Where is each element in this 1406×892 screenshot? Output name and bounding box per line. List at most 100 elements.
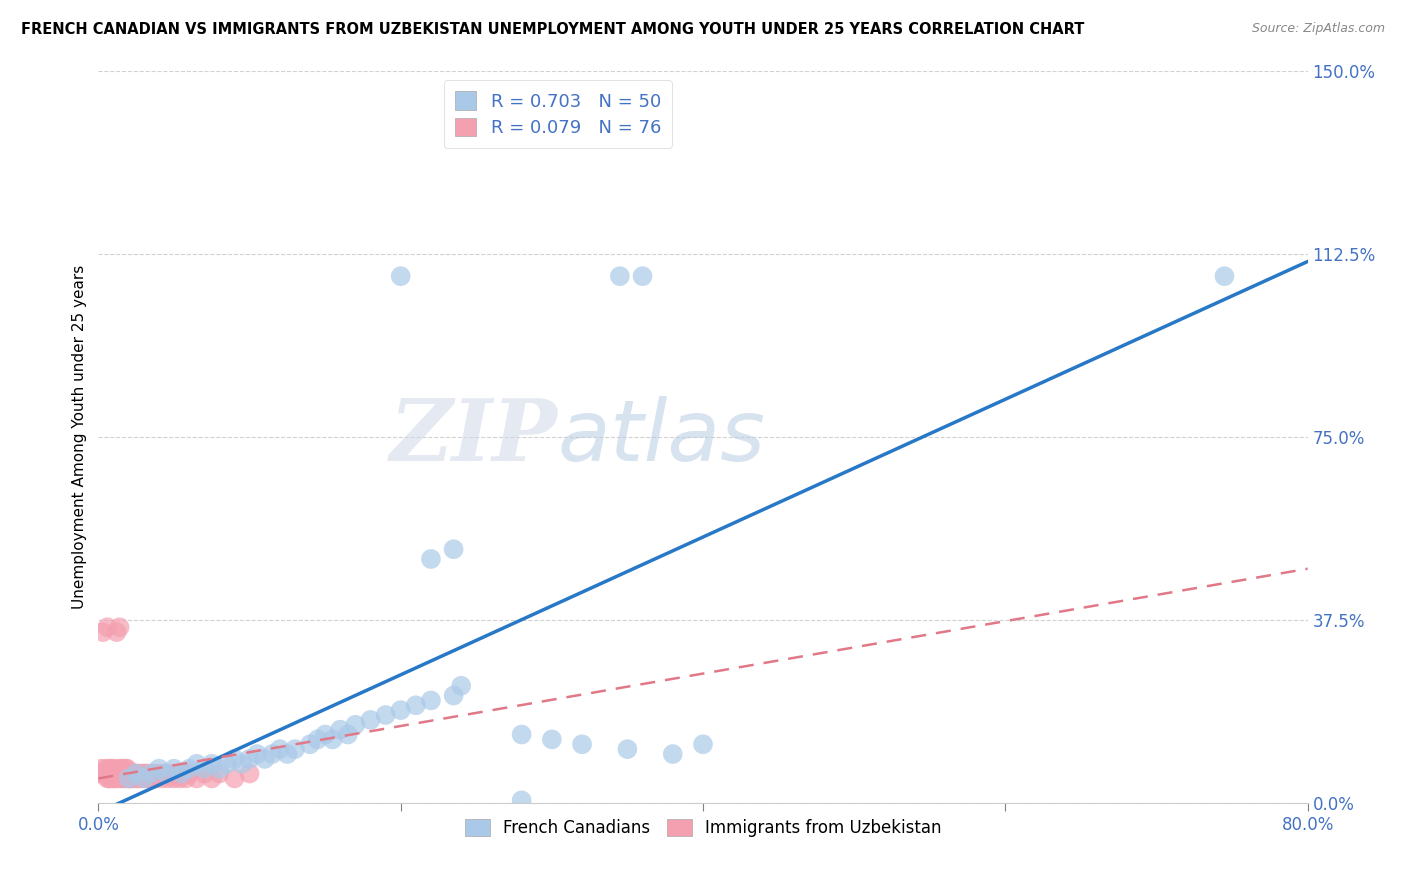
Point <box>299 737 322 751</box>
Point <box>179 766 201 780</box>
Point <box>1213 269 1236 284</box>
Point <box>103 766 125 780</box>
Point <box>142 772 165 786</box>
Point <box>115 766 138 780</box>
Point <box>136 766 159 780</box>
Point <box>125 766 148 780</box>
Point <box>129 772 152 786</box>
Point <box>609 269 631 284</box>
Point <box>121 766 143 780</box>
Point <box>344 718 367 732</box>
Point <box>443 689 465 703</box>
Point <box>118 766 141 780</box>
Point <box>163 772 186 786</box>
Point <box>122 772 145 786</box>
Point <box>360 713 382 727</box>
Point <box>90 762 112 776</box>
Legend: French Canadians, Immigrants from Uzbekistan: French Canadians, Immigrants from Uzbeki… <box>456 811 950 846</box>
Point <box>100 772 122 786</box>
Point <box>160 766 183 780</box>
Point <box>115 762 138 776</box>
Point <box>112 766 135 780</box>
Point <box>98 762 121 776</box>
Point <box>231 756 253 771</box>
Point <box>174 772 197 786</box>
Point <box>389 269 412 284</box>
Point <box>329 723 352 737</box>
Point <box>186 772 208 786</box>
Point <box>94 766 117 780</box>
Text: ZIP: ZIP <box>389 395 558 479</box>
Point <box>114 772 136 786</box>
Point <box>120 766 142 780</box>
Point <box>179 762 201 776</box>
Point <box>405 698 427 713</box>
Text: Source: ZipAtlas.com: Source: ZipAtlas.com <box>1251 22 1385 36</box>
Point <box>201 772 224 786</box>
Point <box>105 766 128 780</box>
Point <box>239 752 262 766</box>
Text: FRENCH CANADIAN VS IMMIGRANTS FROM UZBEKISTAN UNEMPLOYMENT AMONG YOUTH UNDER 25 : FRENCH CANADIAN VS IMMIGRANTS FROM UZBEK… <box>21 22 1084 37</box>
Point <box>307 732 329 747</box>
Point <box>510 793 533 807</box>
Point <box>103 772 125 786</box>
Point <box>172 766 194 780</box>
Point <box>443 542 465 557</box>
Point <box>96 620 118 634</box>
Point <box>143 766 166 780</box>
Point <box>510 727 533 741</box>
Point <box>284 742 307 756</box>
Y-axis label: Unemployment Among Youth under 25 years: Unemployment Among Youth under 25 years <box>72 265 87 609</box>
Point <box>103 762 125 776</box>
Point <box>145 772 167 786</box>
Point <box>125 772 148 786</box>
Point <box>135 772 157 786</box>
Point <box>450 679 472 693</box>
Point <box>239 766 262 780</box>
Point <box>186 756 208 771</box>
Point <box>132 772 155 786</box>
Point <box>148 766 170 780</box>
Point <box>156 772 179 786</box>
Point <box>336 727 359 741</box>
Point <box>420 552 443 566</box>
Point <box>111 766 134 780</box>
Point <box>107 772 129 786</box>
Point <box>208 762 231 776</box>
Point <box>139 772 162 786</box>
Point <box>100 766 122 780</box>
Point <box>101 762 124 776</box>
Point <box>118 772 141 786</box>
Point <box>98 772 121 786</box>
Point <box>269 742 291 756</box>
Point <box>112 772 135 786</box>
Point <box>111 762 134 776</box>
Text: atlas: atlas <box>558 395 766 479</box>
Point <box>101 766 124 780</box>
Point <box>125 766 148 780</box>
Point <box>262 747 284 761</box>
Point <box>110 762 132 776</box>
Point <box>120 772 142 786</box>
Point <box>253 752 276 766</box>
Point <box>114 762 136 776</box>
Point <box>166 766 188 780</box>
Point <box>110 772 132 786</box>
Point <box>96 772 118 786</box>
Point <box>208 766 231 780</box>
Point <box>201 756 224 771</box>
Point <box>134 766 156 780</box>
Point <box>224 752 246 766</box>
Point <box>389 703 412 717</box>
Point <box>540 732 562 747</box>
Point <box>124 766 146 780</box>
Point <box>107 762 129 776</box>
Point <box>128 766 150 780</box>
Point <box>374 708 396 723</box>
Point <box>169 772 191 786</box>
Point <box>89 766 111 780</box>
Point <box>104 772 127 786</box>
Point <box>322 732 344 747</box>
Point <box>616 742 638 756</box>
Point <box>94 762 117 776</box>
